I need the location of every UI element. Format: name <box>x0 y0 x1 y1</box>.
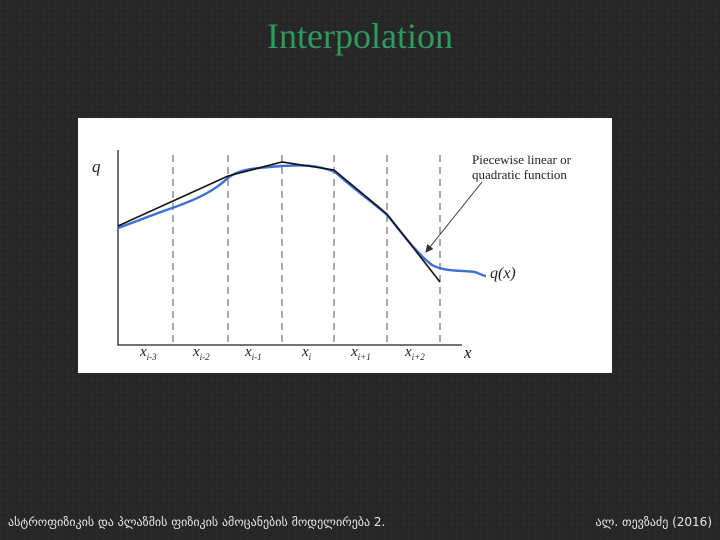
x-tick-label: xi+1 <box>350 344 371 362</box>
figure-background <box>78 118 612 373</box>
function-curve <box>117 164 487 278</box>
x-tick-main: x <box>139 344 147 360</box>
x-tick-main: x <box>404 344 412 360</box>
annotation: Piecewise linear or quadratic function <box>472 152 571 182</box>
slide-title: Interpolation <box>267 16 453 56</box>
x-tick-sub: i <box>309 352 312 362</box>
x-tick-label: xi-3 <box>139 344 157 362</box>
axes <box>117 150 462 346</box>
x-tick-main: x <box>244 344 252 360</box>
x-tick-label: xi-2 <box>192 344 210 362</box>
x-tick-sub: i-1 <box>252 352 262 362</box>
figure: q x Piecewise linear or quadratic functi… <box>78 118 612 373</box>
x-tick-main: x <box>301 344 309 360</box>
x-tick-sub: i-2 <box>200 352 210 362</box>
x-tick-sub: i+2 <box>412 352 426 362</box>
x-tick-label: xi-1 <box>244 344 262 362</box>
x-tick-sub: i-3 <box>147 352 157 362</box>
x-tick-main: x <box>192 344 200 360</box>
annotation-box: Piecewise linear or quadratic function <box>472 152 571 182</box>
piecewise-approximation <box>117 161 441 283</box>
y-axis-label: q <box>92 157 101 176</box>
x-axis-label: x <box>463 343 472 362</box>
x-tick-labels: xi-3 xi-2 xi-1 xi xi+1 xi+2 <box>139 344 425 362</box>
x-tick-main: x <box>350 344 358 360</box>
x-tick-label: xi+2 <box>404 344 425 362</box>
annotation-arrow <box>425 181 483 253</box>
x-tick-sub: i+1 <box>358 352 371 362</box>
footer-left: ასტროფიზიკის და პლაზმის ფიზიკის ამოცანებ… <box>8 515 385 529</box>
x-tick-label: xi <box>301 344 312 362</box>
dashed-lines <box>172 155 441 345</box>
curve-label: q(x) <box>490 265 516 282</box>
footer-right: ალ. თევზაძე (2016) <box>595 515 712 529</box>
